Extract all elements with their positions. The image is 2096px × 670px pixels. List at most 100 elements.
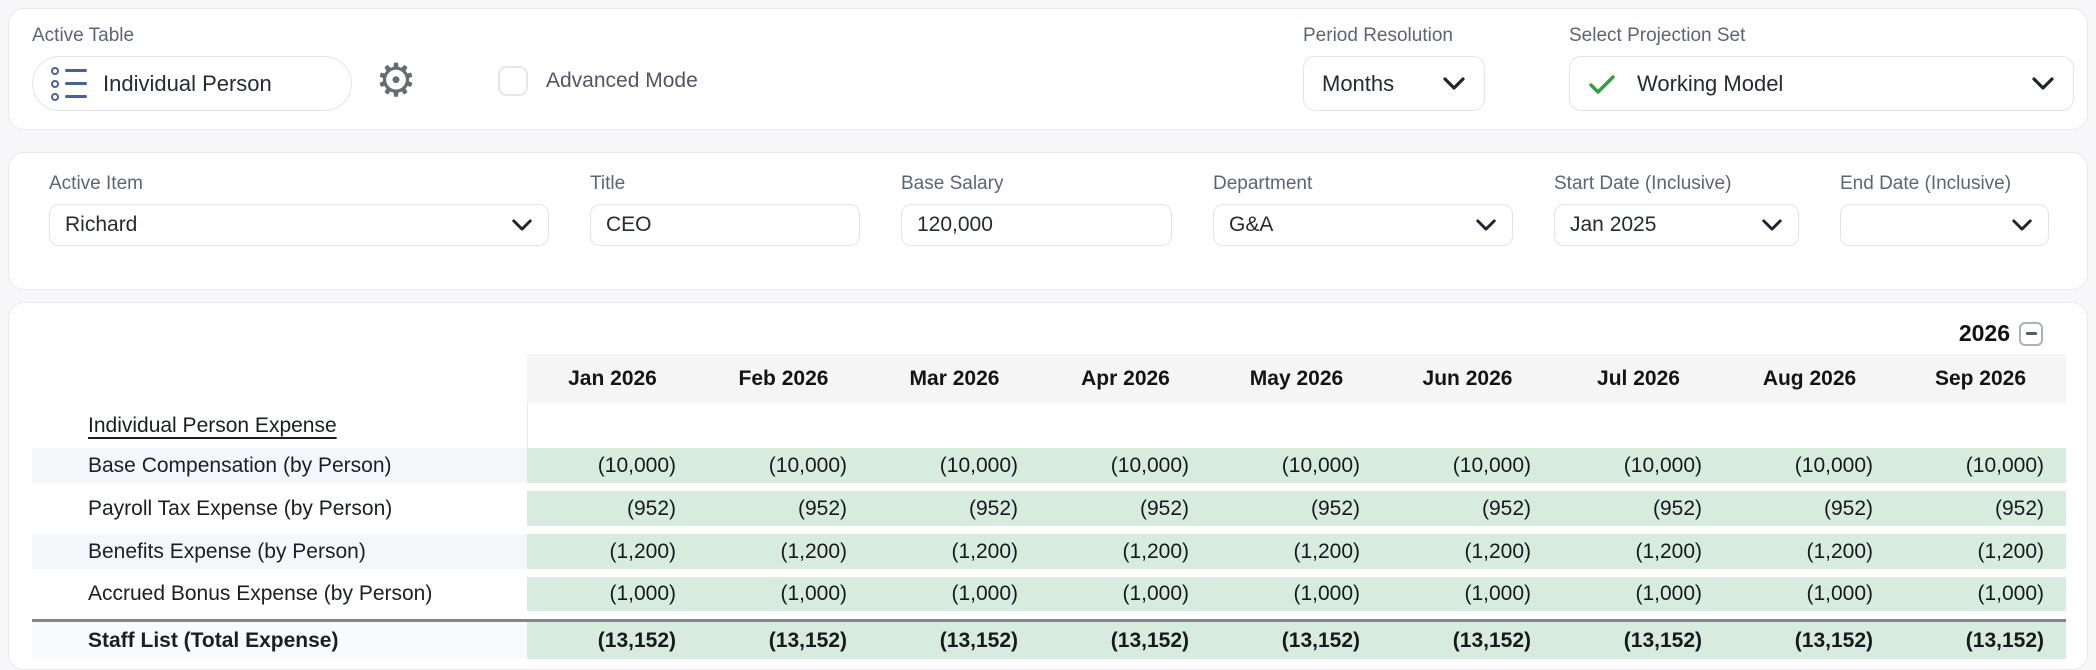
projection-table: Jan 2026 Feb 2026 Mar 2026 Apr 2026 May 2026… (32, 354, 2087, 667)
table-cell[interactable] (527, 403, 698, 448)
table-cell[interactable]: (1,000) (527, 577, 698, 619)
year-label: 2026 (1958, 320, 2010, 346)
base-salary-field: Base Salary (901, 173, 1172, 289)
table-cell[interactable]: (952) (1553, 491, 1724, 534)
list-icon (51, 66, 87, 101)
table-settings-button[interactable]: ⚙ (372, 53, 420, 108)
table-cell[interactable]: (10,000) (1724, 448, 1895, 491)
table-cell[interactable]: (1,000) (698, 577, 869, 619)
table-cell[interactable]: (952) (698, 491, 869, 534)
table-cell[interactable]: (10,000) (527, 448, 698, 491)
section-header-link[interactable]: Individual Person Expense (88, 413, 337, 437)
table-cell[interactable] (1724, 403, 1895, 448)
table-cell[interactable] (1040, 403, 1211, 448)
table-cell[interactable]: (10,000) (698, 448, 869, 491)
end-date-label: End Date (Inclusive) (1840, 173, 2012, 194)
table-cell[interactable]: (10,000) (1382, 448, 1553, 491)
projection-set-label: Select Projection Set (1569, 25, 1746, 46)
period-resolution-value: Months (1322, 70, 1395, 96)
table-cell[interactable]: (1,200) (698, 534, 869, 577)
table-cell[interactable]: (1,200) (1040, 534, 1211, 577)
table-cell[interactable] (1211, 403, 1382, 448)
table-cell[interactable]: (952) (1724, 491, 1895, 534)
start-date-field: Start Date (Inclusive) Jan 2025 (1554, 173, 1799, 289)
column-header: Jun 2026 (1382, 354, 1553, 403)
title-field: Title (590, 173, 860, 289)
table-cell[interactable] (1382, 403, 1553, 448)
table-cell[interactable]: (1,200) (1895, 534, 2066, 577)
base-salary-label: Base Salary (901, 173, 1004, 194)
chevron-down-icon (1762, 219, 1782, 231)
start-date-value: Jan 2025 (1570, 213, 1657, 236)
table-cell[interactable]: (1,200) (1553, 534, 1724, 577)
active-table-value: Individual Person (103, 70, 272, 96)
base-salary-input[interactable] (901, 204, 1172, 246)
table-cell[interactable]: (1,000) (1211, 577, 1382, 619)
table-cell[interactable]: (10,000) (1040, 448, 1211, 491)
table-cell[interactable]: (10,000) (1211, 448, 1382, 491)
department-label: Department (1213, 173, 1313, 194)
projection-table-card: 2026 Jan 2026 Feb 2026 Mar 2026 Apr 2026 May… (8, 302, 2088, 670)
active-table-label: Active Table (32, 25, 135, 46)
check-icon (1589, 74, 1615, 94)
chevron-down-icon (2012, 219, 2032, 231)
period-resolution-field: Period Resolution Months (1303, 25, 1485, 111)
table-cell[interactable]: (1,200) (527, 534, 698, 577)
table-cell[interactable]: (1,200) (1211, 534, 1382, 577)
column-header: May 2026 (1211, 354, 1382, 403)
department-select[interactable]: G&A (1213, 204, 1513, 246)
advanced-mode-checkbox[interactable] (498, 65, 528, 96)
column-header: Mar 2026 (869, 354, 1040, 403)
advanced-mode-toggle[interactable]: Advanced Mode (498, 53, 698, 108)
section-header-row-label: Individual Person Expense (32, 403, 527, 448)
table-cell[interactable]: (952) (1895, 491, 2066, 534)
active-item-select[interactable]: Richard (49, 204, 549, 246)
column-header: Jul 2026 (1553, 354, 1724, 403)
top-toolbar: Active Table Individual Person ⚙ Advance… (8, 8, 2088, 130)
table-cell[interactable] (1895, 403, 2066, 448)
table-cell[interactable]: (1,200) (869, 534, 1040, 577)
period-resolution-select[interactable]: Months (1303, 56, 1485, 111)
table-cell[interactable]: (1,000) (1382, 577, 1553, 619)
table-cell[interactable] (698, 403, 869, 448)
table-cell[interactable] (869, 403, 1040, 448)
row-label: Benefits Expense (by Person) (32, 534, 527, 577)
active-table-field: Active Table Individual Person (32, 25, 352, 111)
title-input[interactable] (590, 204, 860, 246)
table-cell[interactable]: (10,000) (869, 448, 1040, 491)
projection-set-select[interactable]: Working Model (1569, 56, 2074, 111)
end-date-select[interactable] (1840, 204, 2049, 246)
table-cell[interactable]: (1,000) (1553, 577, 1724, 619)
minus-square-icon[interactable] (2019, 321, 2043, 346)
advanced-mode-label: Advanced Mode (546, 68, 698, 92)
chevron-down-icon (2032, 77, 2054, 90)
active-item-value: Richard (65, 213, 138, 236)
department-value: G&A (1229, 213, 1274, 236)
table-cell[interactable]: (1,000) (1895, 577, 2066, 619)
table-cell[interactable]: (1,000) (1040, 577, 1211, 619)
table-cell[interactable]: (10,000) (1895, 448, 2066, 491)
period-resolution-label: Period Resolution (1303, 25, 1453, 46)
table-cell[interactable] (1553, 403, 1724, 448)
table-cell[interactable]: (952) (527, 491, 698, 534)
projection-set-value: Working Model (1637, 70, 1784, 96)
department-field: Department G&A (1213, 173, 1513, 289)
table-cell[interactable]: (1,000) (869, 577, 1040, 619)
end-date-field: End Date (Inclusive) (1840, 173, 2049, 289)
table-cell[interactable]: (952) (1211, 491, 1382, 534)
table-cell[interactable]: (952) (1040, 491, 1211, 534)
start-date-select[interactable]: Jan 2025 (1554, 204, 1799, 246)
table-cell[interactable]: (952) (869, 491, 1040, 534)
active-item-label: Active Item (49, 173, 143, 194)
table-cell[interactable]: (952) (1382, 491, 1553, 534)
table-cell[interactable]: (10,000) (1553, 448, 1724, 491)
active-table-selector[interactable]: Individual Person (32, 56, 352, 111)
table-cell[interactable]: (13,152) (698, 619, 869, 667)
column-header: Jan 2026 (527, 354, 698, 403)
column-header: Aug 2026 (1724, 354, 1895, 403)
table-cell[interactable]: (1,000) (1724, 577, 1895, 619)
title-label: Title (590, 173, 626, 194)
chevron-down-icon (1443, 77, 1465, 90)
table-cell[interactable]: (1,200) (1724, 534, 1895, 577)
table-cell[interactable]: (1,200) (1382, 534, 1553, 577)
